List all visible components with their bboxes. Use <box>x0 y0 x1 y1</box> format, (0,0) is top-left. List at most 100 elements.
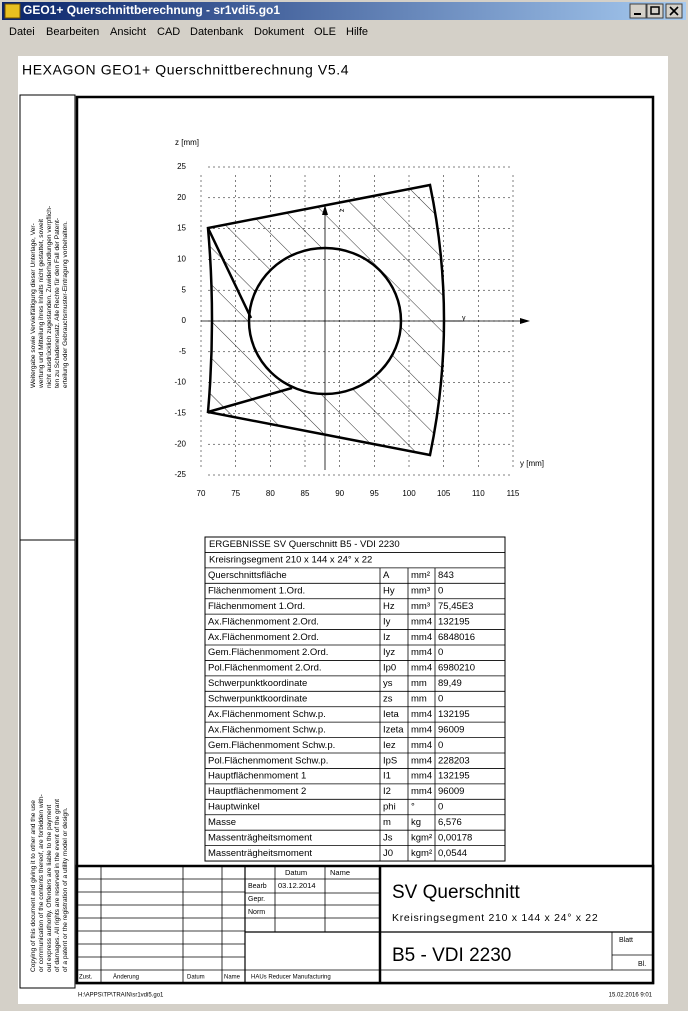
menu-bar: Datei Bearbeiten Ansicht CAD Datenbank Dokume… <box>9 26 368 38</box>
table-cell: mm4 <box>411 616 432 627</box>
axis-label: z [mm] <box>175 138 199 147</box>
menu-item[interactable]: Datenbank <box>190 26 244 38</box>
note-line: of damages. All rights are reserved in t… <box>54 799 61 972</box>
menu-item[interactable]: CAD <box>157 26 180 38</box>
table-cell: Gem.Flächenmoment Schw.p. <box>208 740 335 751</box>
table-cell: IpS <box>383 755 397 766</box>
table-cell: mm4 <box>411 632 432 643</box>
table-cell: 0 <box>438 694 443 705</box>
table-cell: Hy <box>383 586 395 597</box>
menu-item[interactable]: Hilfe <box>346 26 368 38</box>
table-cell: mm4 <box>411 663 432 674</box>
table-cell: 6848016 <box>438 632 475 643</box>
table-cell: A <box>383 570 390 581</box>
y-tick-label: 0 <box>182 316 187 325</box>
table-cell: Ieta <box>383 709 400 720</box>
title-block-text: Blatt <box>619 937 633 944</box>
axis-marker: y <box>462 315 466 322</box>
title-block-text: Bl. <box>638 961 646 968</box>
document-page <box>18 56 668 1004</box>
table-cell: Schwerpunktkoordinate <box>208 694 307 705</box>
note-line: out express authority. Offenders are lia… <box>46 805 53 972</box>
x-tick-label: 90 <box>335 489 344 498</box>
note-line: erteilung oder Gebrauchsmuster-Eintragun… <box>62 221 69 388</box>
title-block: Datum Name Bearb 03.12.2014 Gepr. Norm Zust. Än… <box>75 864 655 999</box>
note-line: nicht ausdrücklich zugestanden. Zuwiderh… <box>46 206 53 388</box>
menu-item[interactable]: Dokument <box>254 26 304 38</box>
x-tick-label: 110 <box>472 489 485 498</box>
note-line: or communication of the contents thereof… <box>38 794 45 972</box>
table-cell: Hauptwinkel <box>208 802 260 813</box>
table-cell: Massenträgheitsmoment <box>208 848 312 859</box>
table-cell: Js <box>383 832 393 843</box>
title-block-text: Norm <box>248 909 265 916</box>
table-cell: 6,576 <box>438 817 462 828</box>
table-cell: mm <box>411 678 427 689</box>
maximize-button[interactable] <box>646 3 664 19</box>
table-cell: 96009 <box>438 786 464 797</box>
title-block-text: Name <box>224 975 241 981</box>
axis-marker: z <box>339 208 346 212</box>
section-outline <box>206 183 446 457</box>
title-block-text: Kreisringsegment 210 x 144 x 24° x 22 <box>392 912 598 924</box>
table-cell: 0 <box>438 647 443 658</box>
maximize-icon <box>650 6 660 15</box>
y-tick-label: -20 <box>174 439 186 448</box>
table-cell: kgm² <box>411 848 432 859</box>
table-cell: J0 <box>383 848 393 859</box>
x-tick-label: 80 <box>266 489 275 498</box>
title-bar <box>2 2 686 20</box>
menu-item[interactable]: Bearbeiten <box>46 26 99 38</box>
table-cell: mm4 <box>411 771 432 782</box>
table-cell: Masse <box>208 817 236 828</box>
table-cell: Flächenmoment 1.Ord. <box>208 601 305 612</box>
title-block-text: HAUs Reducer Manufacturing <box>251 975 331 981</box>
title-block-text: Datum <box>285 868 307 877</box>
title-block-text: 03.12.2014 <box>278 881 316 890</box>
note-line: Copying of this document and giving it t… <box>30 800 37 972</box>
table-cell: mm4 <box>411 724 432 735</box>
table-cell: 0 <box>438 586 443 597</box>
x-tick-label: 100 <box>402 489 416 498</box>
table-subtitle: Kreisringsegment 210 x 144 x 24° x 22 <box>209 555 372 566</box>
table-cell: mm4 <box>411 647 432 658</box>
table-cell: mm³ <box>411 586 430 597</box>
table-cell: 228203 <box>438 755 470 766</box>
menu-item[interactable]: Datei <box>9 26 35 38</box>
table-cell: 0 <box>438 802 443 813</box>
table-cell: I2 <box>383 786 391 797</box>
table-cell: mm² <box>411 570 430 581</box>
x-tick-label: 105 <box>437 489 451 498</box>
title-block-text: Änderung <box>113 974 139 981</box>
note-line: wertung und Mitteilung ihres Inhalts nic… <box>38 219 45 389</box>
table-cell: Ax.Flächenmoment 2.Ord. <box>208 632 319 643</box>
x-tick-label: 85 <box>301 489 310 498</box>
y-tick-label: -25 <box>174 470 186 479</box>
note-line: of a patent or the registration of a uti… <box>62 807 69 972</box>
x-tick-label: 115 <box>507 489 520 498</box>
table-cell: 75,45E3 <box>438 601 473 612</box>
table-cell: 6980210 <box>438 663 475 674</box>
table-cell: Ax.Flächenmoment Schw.p. <box>208 709 326 720</box>
footer-path: H:\APPS\TP\TRAIN\sr1vdi5.go1 <box>78 993 164 999</box>
y-tick-label: 10 <box>177 255 186 264</box>
table-cell: I1 <box>383 771 391 782</box>
table-cell: Gem.Flächenmoment 2.Ord. <box>208 647 328 658</box>
table-cell: mm4 <box>411 786 432 797</box>
window-controls[interactable] <box>629 3 683 19</box>
y-tick-label: 5 <box>182 285 187 294</box>
table-cell: Ax.Flächenmoment Schw.p. <box>208 724 326 735</box>
table-cell: Pol.Flächenmoment 2.Ord. <box>208 663 322 674</box>
title-block-text: B5 - VDI 2230 <box>392 945 511 966</box>
table-cell: Iz <box>383 632 391 643</box>
minimize-button[interactable] <box>629 3 647 19</box>
table-cell: Hauptflächenmoment 2 <box>208 786 306 797</box>
window-title: GEO1+ Querschnittberechnung - sr1vdi5.go… <box>23 3 280 17</box>
menu-item[interactable]: Ansicht <box>110 26 146 38</box>
table-cell: 0,0544 <box>438 848 467 859</box>
y-tick-label: -15 <box>174 409 186 418</box>
note-line: ten zu Schadenersatz. Alle Rechte für de… <box>54 218 61 388</box>
table-cell: Querschnittsfläche <box>208 570 287 581</box>
tangent-lines <box>206 227 293 414</box>
menu-item[interactable]: OLE <box>314 26 336 38</box>
